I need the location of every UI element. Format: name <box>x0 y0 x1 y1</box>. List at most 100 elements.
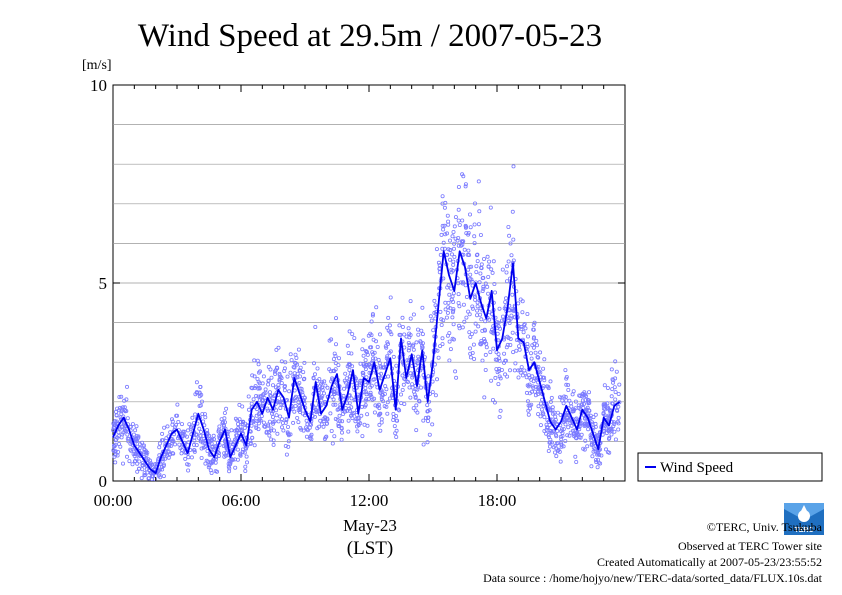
scatter-point <box>284 417 289 422</box>
scatter-point <box>227 466 232 471</box>
scatter-point <box>420 332 425 337</box>
scatter-point <box>119 394 124 399</box>
scatter-point <box>385 325 390 330</box>
scatter-point <box>416 332 421 337</box>
svg-text:TERC: TERC <box>794 527 813 534</box>
scatter-point <box>158 475 163 480</box>
scatter-point <box>503 296 508 301</box>
scatter-point <box>607 435 612 440</box>
scatter-point <box>572 434 577 439</box>
scatter-point <box>567 398 572 403</box>
scatter-point <box>497 366 502 371</box>
scatter-point <box>442 246 447 251</box>
scatter-point <box>541 403 546 408</box>
scatter-point <box>453 215 458 220</box>
scatter-point <box>497 306 502 311</box>
scatter-point <box>333 353 338 358</box>
scatter-point <box>364 375 369 380</box>
scatter-point <box>185 428 190 433</box>
scatter-point <box>548 379 553 384</box>
scatter-point <box>281 428 286 433</box>
scatter-point <box>589 464 594 469</box>
scatter-point <box>313 324 318 329</box>
scatter-point <box>473 329 478 334</box>
scatter-point <box>160 431 165 436</box>
scatter-point <box>601 406 606 411</box>
scatter-point <box>135 469 140 474</box>
scatter-point <box>300 390 305 395</box>
scatter-point <box>493 375 498 380</box>
scatter-point <box>567 417 572 422</box>
scatter-point <box>250 435 255 440</box>
scatter-point <box>357 381 362 386</box>
scatter-point <box>535 354 540 359</box>
scatter-point <box>383 362 388 367</box>
scatter-point <box>139 476 144 481</box>
scatter-point <box>438 344 443 349</box>
scatter-point <box>453 236 458 241</box>
scatter-point <box>206 465 211 470</box>
scatter-point <box>235 447 240 452</box>
scatter-point <box>320 387 325 392</box>
scatter-point <box>411 343 416 348</box>
scatter-point <box>209 441 214 446</box>
legend-box <box>637 452 823 482</box>
scatter-point <box>295 415 300 420</box>
scatter-point <box>533 376 538 381</box>
scatter-point <box>427 432 432 437</box>
scatter-point <box>248 440 253 445</box>
scatter-point <box>574 431 579 436</box>
scatter-point <box>583 438 588 443</box>
scatter-point <box>436 355 441 360</box>
scatter-point <box>288 432 293 437</box>
scatter-point <box>442 205 447 210</box>
scatter-point <box>475 259 480 264</box>
scatter-point <box>277 373 282 378</box>
scatter-point <box>347 406 352 411</box>
scatter-point <box>440 223 445 228</box>
scatter-point <box>571 428 576 433</box>
scatter-point <box>268 393 273 398</box>
scatter-point <box>275 431 280 436</box>
scatter-point <box>259 414 264 419</box>
scatter-point <box>186 455 191 460</box>
scatter-point <box>328 411 333 416</box>
scatter-point <box>533 350 538 355</box>
scatter-point <box>472 222 477 227</box>
scatter-point <box>534 338 539 343</box>
scatter-point <box>363 382 368 387</box>
scatter-point <box>122 422 127 427</box>
scatter-point <box>131 451 136 456</box>
scatter-point <box>266 422 271 427</box>
scatter-point <box>339 430 344 435</box>
scatter-point <box>331 391 336 396</box>
scatter-point <box>475 300 480 305</box>
scatter-point <box>257 418 262 423</box>
scatter-point <box>573 417 578 422</box>
scatter-point <box>277 378 282 383</box>
scatter-point <box>511 164 516 169</box>
scatter-point <box>470 350 475 355</box>
scatter-point <box>538 350 543 355</box>
scatter-point <box>579 403 584 408</box>
scatter-point <box>486 264 491 269</box>
scatter-point <box>518 368 523 373</box>
scatter-point <box>606 427 611 432</box>
scatter-point <box>329 428 334 433</box>
scatter-point <box>171 439 176 444</box>
scatter-point <box>175 402 180 407</box>
scatter-point <box>358 421 363 426</box>
scatter-point <box>288 370 293 375</box>
scatter-point <box>485 284 490 289</box>
scatter-point <box>221 424 226 429</box>
scatter-point <box>477 280 482 285</box>
scatter-point <box>452 224 457 229</box>
scatter-point <box>590 421 595 426</box>
scatter-point <box>519 324 524 329</box>
scatter-point <box>534 384 539 389</box>
scatter-point <box>450 315 455 320</box>
scatter-point <box>133 428 138 433</box>
scatter-point <box>227 462 232 467</box>
scatter-point <box>198 439 203 444</box>
scatter-point <box>593 458 598 463</box>
